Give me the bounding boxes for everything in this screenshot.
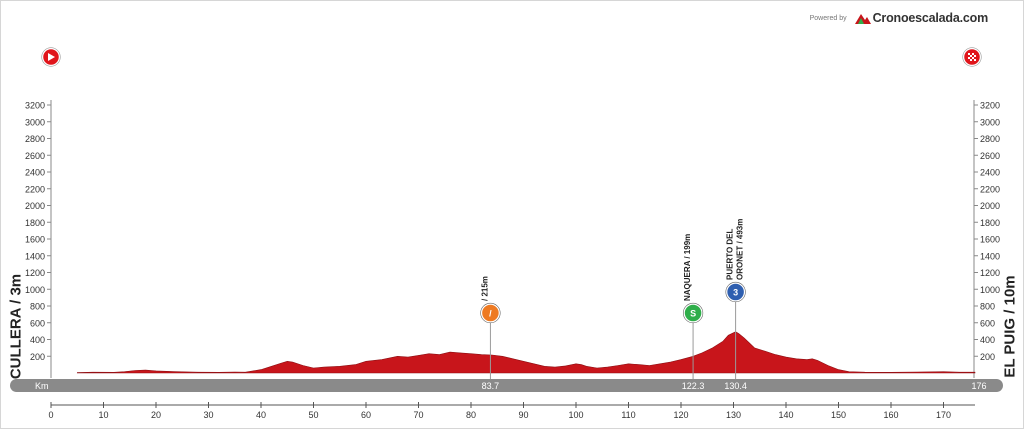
- point-km-label: 130.4: [724, 381, 747, 391]
- mountain-logo-icon: [854, 14, 871, 24]
- y-tick-label-left: 1600: [25, 235, 45, 245]
- x-tick-label: 130: [726, 410, 741, 420]
- sprint-icon: [480, 303, 501, 323]
- x-tick-label: 10: [98, 410, 108, 420]
- point-km-label: 83.7: [482, 381, 500, 391]
- point-label: PUERTO DEL: [726, 228, 735, 280]
- point-label: NAQUERA / 199m: [683, 234, 692, 301]
- point-icon-glyph: S: [690, 309, 696, 319]
- x-tick-label: 60: [361, 410, 371, 420]
- y-tick-label-right: 3000: [980, 117, 1000, 127]
- y-tick-label-right: 1600: [980, 235, 1000, 245]
- point-icon-ring: [480, 302, 501, 324]
- point-label: / 215m: [480, 276, 489, 301]
- y-tick-label-right: 600: [980, 318, 995, 328]
- y-tick-label-left: 1000: [25, 285, 45, 295]
- checker-cell: [974, 59, 976, 61]
- x-tick-label: 20: [151, 410, 161, 420]
- y-tick-label-right: 1400: [980, 251, 1000, 261]
- y-tick-label-left: 2400: [25, 168, 45, 178]
- x-tick-label: 0: [48, 410, 53, 420]
- x-tick-label: 30: [203, 410, 213, 420]
- km-bar: [10, 379, 1003, 392]
- sprint-s-icon: [683, 303, 703, 323]
- y-tick-label-right: 1000: [980, 285, 1000, 295]
- y-tick-label-left: 200: [30, 352, 45, 362]
- y-tick-label-left: 2600: [25, 151, 45, 161]
- x-tick-label: 50: [308, 410, 318, 420]
- y-tick-label-right: 200: [980, 352, 995, 362]
- finish-location-label: EL PUIG / 10m: [1001, 275, 1019, 378]
- x-tick-label: 160: [883, 410, 898, 420]
- x-tick-label: 120: [673, 410, 688, 420]
- y-tick-label-left: 1800: [25, 218, 45, 228]
- point-icon-ring: [682, 302, 704, 324]
- y-tick-label-left: 2200: [25, 184, 45, 194]
- checker-cell: [968, 57, 970, 59]
- start-location-label: CULLERA / 3m: [7, 273, 25, 380]
- play-arrow-icon: [48, 53, 55, 61]
- y-tick-label-left: 400: [30, 335, 45, 345]
- x-tick-label: 170: [936, 410, 951, 420]
- y-tick-label-right: 2400: [980, 168, 1000, 178]
- y-tick-label-left: 1200: [25, 268, 45, 278]
- km-bar-label: Km: [35, 381, 49, 391]
- x-tick-label: 80: [466, 410, 476, 420]
- point-label: ORONET / 493m: [736, 219, 745, 280]
- point-icon-ring: [725, 281, 746, 303]
- checker-cell: [974, 55, 976, 57]
- x-tick-label: 100: [568, 410, 583, 420]
- y-tick-label-right: 800: [980, 302, 995, 312]
- brand: Powered by Cronoescalada.com: [809, 11, 989, 25]
- y-tick-label-left: 800: [30, 302, 45, 312]
- point-icon-glyph: /: [489, 309, 492, 319]
- elevation-area: [76, 331, 976, 374]
- y-tick-label-left: 2000: [25, 201, 45, 211]
- y-tick-label-left: 3200: [25, 101, 45, 111]
- y-tick-label-right: 2000: [980, 201, 1000, 211]
- y-tick-label-right: 3200: [980, 101, 1000, 111]
- y-tick-label-right: 2600: [980, 151, 1000, 161]
- y-tick-label-left: 2800: [25, 134, 45, 144]
- checker-cell: [970, 55, 972, 57]
- point-icon-glyph: 3: [733, 288, 738, 298]
- x-tick-label: 70: [413, 410, 423, 420]
- checker-cell: [972, 53, 974, 55]
- y-tick-label-right: 400: [980, 335, 995, 345]
- brand-name: Cronoescalada.com: [872, 11, 989, 25]
- checker-cell: [968, 53, 970, 55]
- x-tick-label: 150: [831, 410, 846, 420]
- checker-cell: [970, 59, 972, 61]
- km-bar-end-label: 176: [971, 381, 986, 391]
- y-tick-label-right: 2800: [980, 134, 1000, 144]
- y-tick-label-right: 2200: [980, 184, 1000, 194]
- x-tick-label: 140: [778, 410, 793, 420]
- x-tick-label: 40: [256, 410, 266, 420]
- y-tick-label-left: 3000: [25, 117, 45, 127]
- y-tick-label-left: 1400: [25, 251, 45, 261]
- x-tick-label: 90: [518, 410, 528, 420]
- y-tick-label-left: 600: [30, 318, 45, 328]
- checker-cell: [972, 57, 974, 59]
- start-icon-ring: [41, 47, 61, 67]
- x-tick-label: 110: [621, 410, 635, 420]
- y-tick-label-right: 1200: [980, 268, 1000, 278]
- y-tick-label-right: 1800: [980, 218, 1000, 228]
- point-km-label: 122.3: [682, 381, 705, 391]
- powered-by-text: Powered by: [809, 14, 847, 22]
- finish-icon-ring: [962, 47, 982, 67]
- climb-3rd-category-icon: [725, 282, 746, 302]
